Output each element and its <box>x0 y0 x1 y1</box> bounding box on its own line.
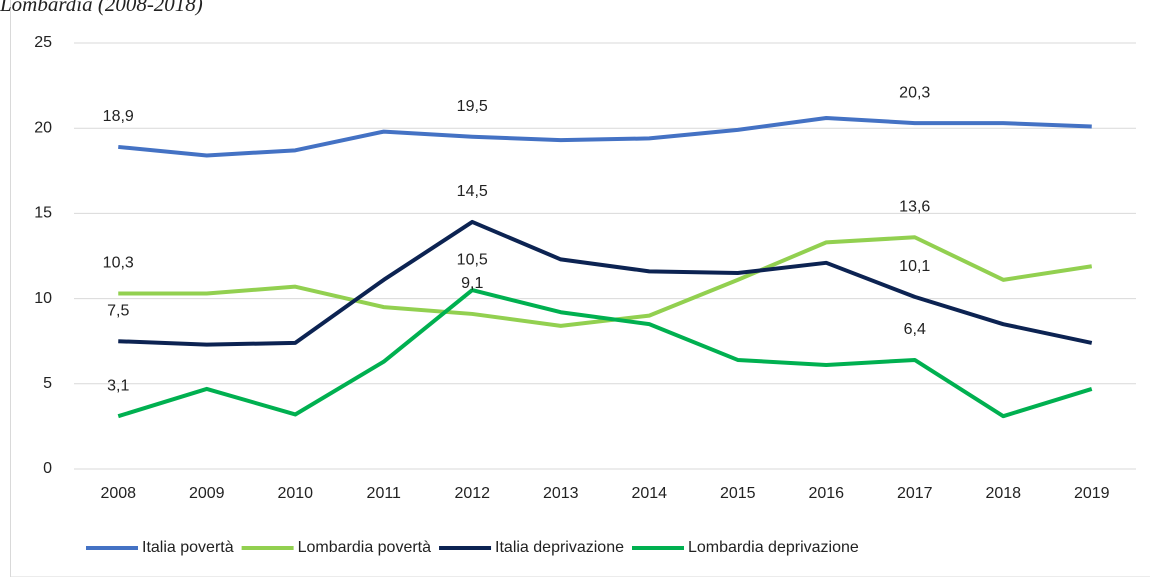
y-tick-label: 20 <box>34 119 52 136</box>
y-tick-label: 15 <box>34 205 52 222</box>
data-label: 19,5 <box>457 98 488 115</box>
x-tick-label: 2015 <box>720 485 756 502</box>
data-label: 10,5 <box>457 251 488 268</box>
series-line <box>118 235 1093 328</box>
x-tick-label: 2014 <box>631 485 667 502</box>
y-tick-label: 10 <box>34 290 52 307</box>
data-label: 13,6 <box>899 198 930 215</box>
legend-label: Lombardia deprivazione <box>688 539 859 556</box>
data-label: 10,3 <box>103 255 134 272</box>
x-tick-label: 2016 <box>808 485 844 502</box>
series-line <box>118 115 1092 158</box>
x-tick-label: 2018 <box>985 485 1021 502</box>
data-label: 14,5 <box>457 183 488 200</box>
series-line <box>117 288 1093 419</box>
data-label: 3,1 <box>107 377 129 394</box>
y-tick-label: 0 <box>43 460 52 477</box>
chart-border <box>10 0 1150 577</box>
x-tick-label: 2017 <box>897 485 933 502</box>
data-label: 10,1 <box>899 258 930 275</box>
series-line <box>118 219 1093 347</box>
chart-title: Lombardia (2008-2018) <box>0 0 203 16</box>
x-tick-label: 2019 <box>1074 485 1110 502</box>
data-label: 20,3 <box>899 84 930 101</box>
y-tick-label: 25 <box>34 34 52 51</box>
data-label: 7,5 <box>107 302 129 319</box>
x-tick-label: 2013 <box>543 485 579 502</box>
data-label: 6,4 <box>904 321 926 338</box>
x-tick-label: 2009 <box>189 485 225 502</box>
x-tick-label: 2010 <box>277 485 313 502</box>
data-label: 9,1 <box>461 275 483 292</box>
data-label: 18,9 <box>103 108 134 125</box>
y-tick-label: 5 <box>43 375 52 392</box>
x-tick-label: 2008 <box>100 485 136 502</box>
legend-label: Italia povertà <box>142 539 234 556</box>
legend-label: Lombardia povertà <box>298 539 432 556</box>
legend-label: Italia deprivazione <box>495 539 624 556</box>
x-tick-label: 2012 <box>454 485 490 502</box>
x-tick-label: 2011 <box>367 485 402 502</box>
